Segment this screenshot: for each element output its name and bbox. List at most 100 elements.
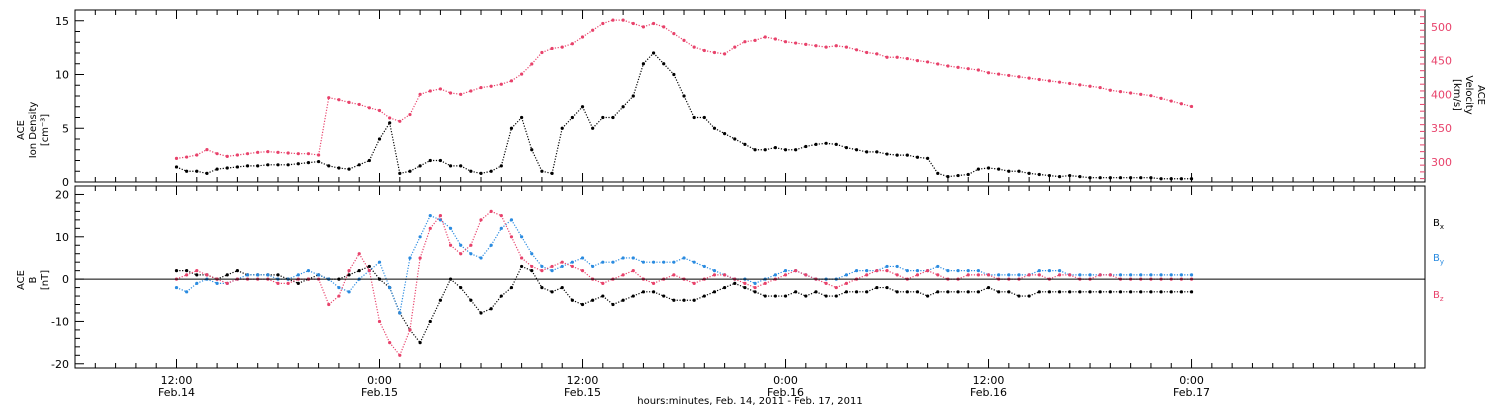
- field-segment: [633, 257, 644, 263]
- field-segment: [419, 321, 431, 343]
- top-panel-frame: [74, 9, 1426, 183]
- field-segment: [795, 291, 807, 297]
- velocity-segment: [998, 73, 1009, 77]
- velocity-segment: [206, 149, 218, 155]
- density-segment: [683, 95, 695, 118]
- density-segment: [795, 145, 807, 151]
- velocity-segment: [511, 73, 522, 82]
- field-segment: [206, 278, 218, 284]
- velocity-point: [235, 153, 240, 157]
- legend-bz: Bz: [1433, 290, 1444, 303]
- density-segment: [1018, 170, 1030, 174]
- field-segment: [937, 274, 949, 280]
- density-segment: [592, 117, 604, 129]
- density-segment: [511, 117, 523, 129]
- field-segment: [673, 274, 685, 280]
- field-segment: [368, 261, 380, 272]
- x-axis-title: hours:minutes, Feb. 14, 2011 - Feb. 17, …: [637, 396, 862, 407]
- velocity-segment: [1049, 80, 1060, 83]
- field-segment: [724, 282, 736, 289]
- field-segment: [379, 278, 391, 289]
- field-segment: [378, 261, 391, 288]
- field-segment: [866, 287, 878, 293]
- field-segment: [886, 270, 898, 276]
- density-segment: [907, 154, 918, 158]
- density-segment: [440, 159, 451, 167]
- velocity-segment: [907, 57, 918, 62]
- velocity-segment: [1008, 74, 1020, 78]
- density-point: [824, 141, 828, 145]
- density-segment: [338, 167, 350, 170]
- field-segment: [399, 312, 411, 331]
- field-segment: [896, 265, 908, 272]
- density-segment: [581, 106, 594, 129]
- velocity-segment: [1120, 91, 1131, 94]
- velocity-segment: [501, 80, 512, 85]
- top-y-tick-label: 15: [55, 15, 69, 28]
- velocity-segment: [785, 41, 796, 44]
- velocity-segment: [318, 97, 330, 156]
- density-segment: [328, 165, 340, 169]
- field-segment: [419, 215, 431, 238]
- top-y2-tick-label: 300: [1431, 156, 1452, 169]
- field-segment: [490, 228, 502, 246]
- field-segment: [754, 278, 766, 284]
- field-segment: [227, 278, 238, 284]
- velocity-segment: [947, 65, 959, 68]
- velocity-segment: [1089, 85, 1101, 89]
- velocity-segment: [958, 66, 969, 70]
- velocity-segment: [1059, 81, 1070, 85]
- field-segment: [1059, 270, 1070, 276]
- field-segment: [1089, 274, 1101, 280]
- x-tick-date-label: Feb.17: [1173, 386, 1210, 399]
- velocity-segment: [643, 22, 654, 28]
- x-tick-time-label: 12:00: [161, 374, 193, 387]
- field-segment: [1028, 291, 1040, 297]
- field-segment: [988, 287, 999, 293]
- density-segment: [1079, 176, 1091, 179]
- velocity-segment: [704, 49, 715, 54]
- field-segment: [206, 274, 218, 280]
- field-segment: [470, 253, 482, 259]
- x-tick-time-label: 0:00: [367, 374, 392, 387]
- density-segment: [815, 142, 827, 145]
- velocity-segment: [836, 45, 847, 48]
- field-segment: [907, 274, 918, 280]
- velocity-segment: [897, 56, 908, 60]
- field-segment: [693, 278, 705, 284]
- field-segment: [328, 295, 340, 305]
- density-segment: [958, 173, 969, 177]
- field-segment: [622, 270, 634, 276]
- density-segment: [196, 170, 208, 174]
- velocity-segment: [379, 110, 391, 119]
- top-ylabel-line-1: ACE: [16, 120, 27, 140]
- velocity-segment: [714, 51, 725, 55]
- field-segment: [572, 299, 583, 306]
- field-segment: [531, 270, 543, 288]
- field-segment: [582, 270, 594, 280]
- velocity-segment: [978, 69, 989, 74]
- field-segment: [531, 265, 543, 272]
- field-segment: [917, 291, 928, 297]
- density-segment: [1059, 174, 1070, 178]
- bottom-y-tick-label: 10: [55, 231, 69, 244]
- field-segment: [734, 278, 746, 284]
- field-segment: [541, 265, 553, 272]
- field-segment: [186, 282, 198, 293]
- velocity-segment: [227, 154, 238, 157]
- density-segment: [561, 117, 573, 129]
- field-segment: [551, 265, 563, 272]
- field-segment: [510, 219, 523, 238]
- field-segment: [287, 274, 299, 280]
- top-y2-tick-label: 400: [1431, 88, 1452, 101]
- field-segment: [653, 291, 664, 297]
- field-segment: [338, 287, 350, 293]
- field-segment: [582, 299, 593, 306]
- velocity-segment: [186, 154, 197, 158]
- field-segment: [612, 274, 624, 280]
- density-segment: [551, 128, 563, 174]
- field-segment: [348, 270, 360, 276]
- field-segment: [399, 257, 411, 314]
- field-segment: [937, 265, 949, 272]
